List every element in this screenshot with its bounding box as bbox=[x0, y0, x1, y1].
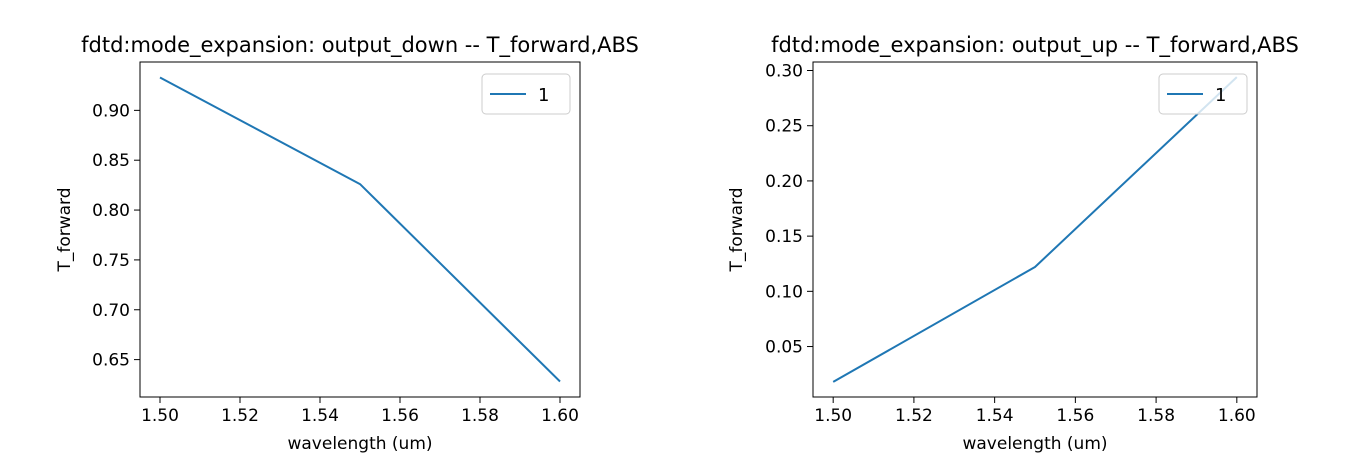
y-tick-label: 0.80 bbox=[92, 201, 130, 221]
x-tick-label: 1.52 bbox=[221, 406, 259, 426]
x-axis-label: wavelength (um) bbox=[962, 434, 1107, 454]
y-tick-label: 0.05 bbox=[765, 338, 803, 358]
y-tick-label: 0.90 bbox=[92, 101, 130, 121]
chart-title: fdtd:mode_expansion: output_down -- T_fo… bbox=[81, 33, 639, 58]
x-tick-label: 1.56 bbox=[381, 406, 419, 426]
x-tick-label: 1.54 bbox=[976, 406, 1014, 426]
chart-2: fdtd:mode_expansion: output_up -- T_forw… bbox=[727, 33, 1299, 454]
series-line-1 bbox=[832, 76, 1238, 383]
y-tick-label: 0.70 bbox=[92, 301, 130, 321]
y-tick-label: 0.65 bbox=[92, 351, 130, 371]
x-tick-label: 1.54 bbox=[301, 406, 339, 426]
chart-1: fdtd:mode_expansion: output_down -- T_fo… bbox=[55, 33, 639, 454]
chart-title: fdtd:mode_expansion: output_up -- T_forw… bbox=[771, 33, 1299, 58]
legend: 1 bbox=[481, 73, 571, 115]
y-tick-label: 0.10 bbox=[765, 282, 803, 302]
y-tick-label: 0.30 bbox=[765, 62, 803, 82]
plot-frame bbox=[812, 61, 1258, 398]
series-line-1 bbox=[159, 76, 561, 383]
y-tick-label: 0.20 bbox=[765, 172, 803, 192]
y-axis-label: T_forward bbox=[727, 187, 747, 272]
x-tick-label: 1.58 bbox=[461, 406, 499, 426]
x-tick-label: 1.50 bbox=[141, 406, 179, 426]
x-tick-label: 1.58 bbox=[1137, 406, 1175, 426]
y-tick-label: 0.85 bbox=[92, 151, 130, 171]
x-tick-label: 1.60 bbox=[1218, 406, 1256, 426]
legend: 1 bbox=[1158, 73, 1248, 115]
x-tick-label: 1.52 bbox=[895, 406, 933, 426]
y-axis-label: T_forward bbox=[55, 187, 75, 272]
y-tick-label: 0.25 bbox=[765, 117, 803, 137]
y-tick-label: 0.75 bbox=[92, 251, 130, 271]
x-axis-label: wavelength (um) bbox=[287, 434, 432, 454]
legend-label: 1 bbox=[1215, 85, 1226, 106]
legend-label: 1 bbox=[538, 85, 549, 106]
x-tick-label: 1.60 bbox=[541, 406, 579, 426]
x-tick-label: 1.50 bbox=[814, 406, 852, 426]
plot-frame bbox=[139, 61, 581, 398]
x-tick-label: 1.56 bbox=[1056, 406, 1094, 426]
y-tick-label: 0.15 bbox=[765, 227, 803, 247]
